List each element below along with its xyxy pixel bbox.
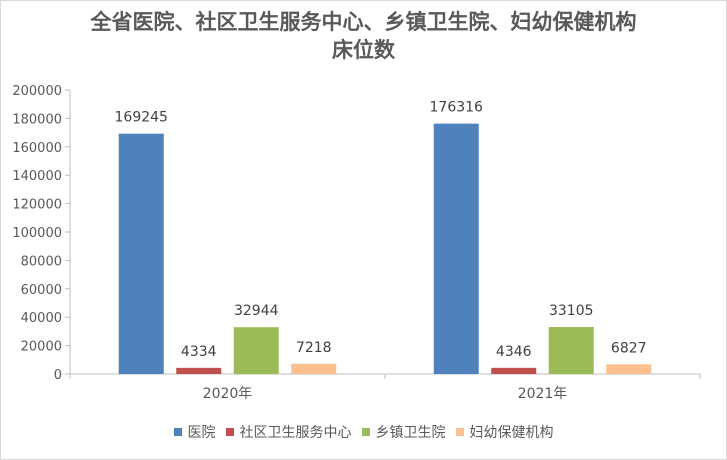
data-label: 32944 (234, 303, 279, 319)
bar (233, 327, 279, 374)
legend-swatch (361, 428, 370, 436)
x-tick-label: 2020年 (203, 386, 253, 402)
chart-title-line-1: 全省医院、社区卫生服务中心、乡镇卫生院、妇幼保健机构 (90, 9, 637, 34)
legend-label: 医院 (187, 425, 216, 441)
chart-title: 全省医院、社区卫生服务中心、乡镇卫生院、妇幼保健机构 床位数 (0, 8, 727, 64)
y-tick-label: 160000 (12, 141, 62, 156)
legend-item: 乡镇卫生院 (361, 422, 446, 442)
legend-item: 妇幼保健机构 (455, 422, 554, 442)
legend-item: 医院 (173, 422, 216, 442)
data-label: 169245 (115, 110, 168, 126)
data-label: 7218 (296, 340, 332, 356)
chart-bars (118, 123, 652, 374)
legend-swatch (173, 428, 182, 436)
bar (433, 123, 479, 374)
bar (491, 367, 537, 374)
data-label: 4346 (496, 344, 532, 360)
legend-swatch (455, 428, 464, 436)
data-label: 4334 (181, 344, 217, 360)
legend-label: 乡镇卫生院 (375, 425, 446, 441)
y-tick-label: 140000 (12, 169, 62, 184)
data-label: 6827 (611, 340, 647, 356)
bar (606, 364, 652, 374)
data-label: 176316 (430, 100, 484, 116)
y-tick-label: 60000 (21, 283, 62, 298)
chart-title-line-2: 床位数 (332, 37, 395, 62)
legend-label: 妇幼保健机构 (469, 425, 554, 441)
y-tick-label: 200000 (12, 84, 62, 99)
y-tick-label: 100000 (12, 226, 62, 241)
y-tick-label: 80000 (21, 254, 62, 269)
legend-item: 社区卫生服务中心 (225, 422, 352, 442)
bar (291, 363, 337, 374)
y-tick-label: 20000 (21, 340, 62, 355)
y-tick-label: 0 (54, 368, 62, 383)
chart-data-labels: 169245 4334 32944 7218 176316 4346 33105 6827 (115, 100, 647, 360)
bar (176, 367, 222, 374)
legend-swatch (225, 428, 234, 436)
y-tick-label: 40000 (21, 311, 62, 326)
x-tick-label: 2021年 (518, 386, 568, 402)
chart-axes: 0 20000 40000 60000 80000 100000 120000 140000 1… (12, 84, 701, 402)
y-tick-label: 120000 (12, 198, 62, 213)
y-tick-label: 180000 (12, 112, 62, 127)
legend-label: 社区卫生服务中心 (239, 425, 352, 441)
bar (118, 133, 164, 374)
data-label: 33105 (549, 303, 594, 319)
bar (548, 326, 594, 374)
chart-legend: 医院 社区卫生服务中心 乡镇卫生院 妇幼保健机构 (0, 422, 727, 442)
